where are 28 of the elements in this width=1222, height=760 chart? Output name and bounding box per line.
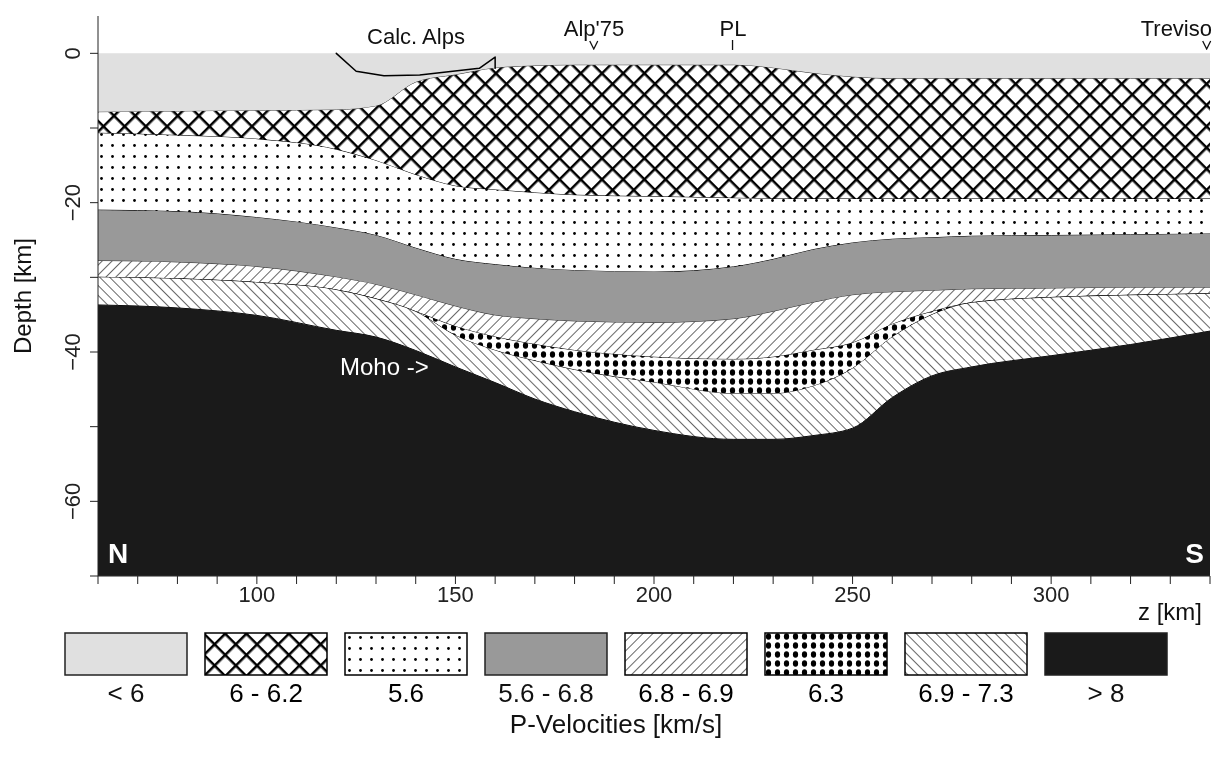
legend-title: P-Velocities [km/s]	[509, 709, 723, 740]
legend-label: < 6	[107, 678, 145, 709]
annotation: Treviso	[1140, 16, 1212, 41]
line-series	[335, 52, 496, 77]
y-tick-label: −20	[60, 184, 85, 222]
annotation: Alp'75	[563, 16, 625, 41]
x-axis-title: z [km]	[1138, 598, 1202, 625]
x-tick-label: 300	[1032, 581, 1070, 607]
legend-label: 5.6	[387, 678, 425, 709]
legend-label: > 8	[1087, 678, 1125, 709]
annotation: N	[108, 538, 129, 569]
annotation: Moho ->	[340, 353, 429, 380]
y-axis-title: Depth [km]	[8, 237, 36, 355]
legend-label: 6.3	[807, 678, 845, 709]
legend-label: 6.9 - 7.3	[918, 678, 1014, 709]
y-tick-label: 0	[60, 47, 85, 60]
y-tick-label: −60	[60, 482, 85, 520]
legend-label: 6 - 6.2	[229, 678, 303, 709]
x-tick-label: 150	[437, 581, 474, 607]
x-tick-label: 100	[238, 581, 276, 607]
annotation: Calc. Alps	[367, 24, 465, 49]
annotation: PL	[719, 16, 747, 41]
y-tick-label: −40	[60, 333, 85, 371]
legend-label: 6.8 - 6.9	[638, 678, 734, 709]
x-tick-label: 250	[834, 581, 871, 607]
legend-label: 5.6 - 6.8	[498, 678, 594, 709]
annotation: S	[1185, 538, 1204, 569]
x-tick-label: 200	[635, 581, 673, 607]
